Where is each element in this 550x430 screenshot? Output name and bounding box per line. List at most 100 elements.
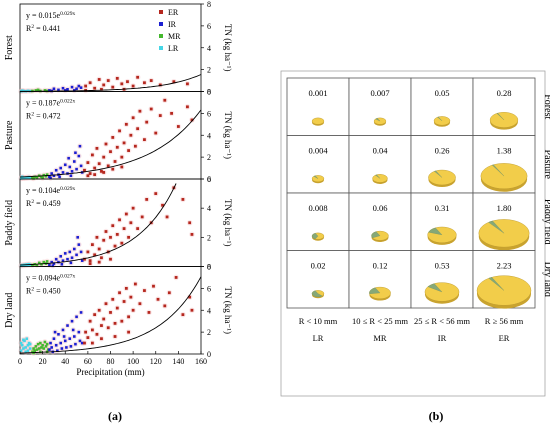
r-squared: R2 = 0.450 xyxy=(26,287,61,296)
point-er xyxy=(113,160,117,163)
point-er xyxy=(154,192,158,195)
point-ir xyxy=(76,236,79,239)
point-er xyxy=(143,138,146,142)
point-er xyxy=(161,203,164,207)
y-tick-label: 6 xyxy=(207,22,211,31)
pie-cell: 0.31 xyxy=(410,192,474,251)
pie-slice-minor xyxy=(375,174,381,179)
point-ir xyxy=(50,346,53,349)
point-mr xyxy=(36,88,40,92)
grid-cell-frame xyxy=(286,77,350,136)
point-er xyxy=(129,133,133,137)
point-er xyxy=(145,198,149,201)
x-tick-label: 120 xyxy=(150,357,162,366)
point-er xyxy=(93,173,97,177)
point-ir xyxy=(61,259,65,262)
scatter-panel-pasture: 0 2 4 6 8 Pasture TN (kg ha⁻¹) y = 0.187e0.022x… xyxy=(4,88,233,185)
legend-label-mr: MR xyxy=(168,32,181,41)
point-er xyxy=(97,247,101,251)
point-er xyxy=(100,169,103,173)
r2-value: = 0.441 xyxy=(36,24,61,33)
point-er xyxy=(109,235,112,239)
pie-slice-minor xyxy=(491,164,505,177)
equation-base: y = 0.187e xyxy=(26,99,61,108)
pie-row-label: Pasture xyxy=(542,150,550,180)
point-er xyxy=(156,297,160,301)
point-er xyxy=(127,315,130,319)
pie-cell: 0.05 xyxy=(410,77,474,136)
point-ir xyxy=(58,175,61,179)
fit-equation: y = 0.015e0.029x xyxy=(26,11,75,20)
point-er xyxy=(190,308,194,312)
r2-value: = 0.472 xyxy=(36,112,61,121)
point-lr xyxy=(26,89,30,93)
point-er xyxy=(111,297,115,301)
point-er xyxy=(91,328,94,332)
pie-slice-minor xyxy=(311,290,323,298)
point-ir xyxy=(68,250,72,254)
pie-slice-minor xyxy=(311,233,319,240)
pie-cell: 2.23 xyxy=(472,250,536,309)
point-er xyxy=(102,317,106,321)
point-er xyxy=(145,120,149,124)
point-er xyxy=(127,330,130,334)
point-er xyxy=(158,83,162,87)
point-mr xyxy=(37,347,41,350)
point-mr xyxy=(34,345,38,348)
panel-b-pie-grid: 0.001 0.007 0.05 0.28 Forest 0.004 0.04 0.26 1.3… xyxy=(280,70,550,397)
point-er xyxy=(120,319,124,323)
point-er xyxy=(181,313,185,317)
point-er xyxy=(118,291,121,295)
point-er xyxy=(109,257,112,261)
point-er xyxy=(131,206,135,210)
point-er xyxy=(129,295,133,299)
column-range-label: R ≥ 56 mm xyxy=(485,316,524,326)
pie-cell: 0.007 xyxy=(348,77,412,136)
point-ir xyxy=(68,165,72,169)
y-tick-label: 6 xyxy=(207,284,211,293)
point-ir xyxy=(70,319,74,323)
point-lr xyxy=(28,347,32,350)
point-er xyxy=(174,276,178,279)
point-er xyxy=(83,341,86,345)
row-label: Pasture xyxy=(4,120,15,150)
point-er xyxy=(113,244,117,248)
point-er xyxy=(95,332,99,336)
point-er xyxy=(100,324,103,327)
point-er xyxy=(167,291,171,295)
point-er xyxy=(176,125,180,128)
y-tick-label: 2 xyxy=(207,328,211,337)
x-tick-label: 0 xyxy=(18,357,22,366)
pie-slice-minor xyxy=(369,287,381,295)
point-er xyxy=(181,198,185,201)
point-ir xyxy=(52,262,56,265)
point-ir xyxy=(69,345,73,348)
point-ir xyxy=(78,339,82,343)
point-er xyxy=(102,238,106,242)
point-ir xyxy=(54,343,58,347)
point-er xyxy=(149,107,153,111)
pie-value-label: 1.80 xyxy=(497,203,512,213)
point-er xyxy=(127,235,130,239)
point-er xyxy=(154,131,158,135)
r2-superscript: 2 xyxy=(31,287,34,293)
point-er xyxy=(113,321,117,325)
point-ir xyxy=(59,166,63,170)
point-er xyxy=(106,79,110,82)
r2-superscript: 2 xyxy=(31,112,34,118)
pie-slice-minor xyxy=(434,170,443,178)
pie-value-label: 2.23 xyxy=(497,261,512,271)
point-er xyxy=(88,262,92,265)
y-tick-label: 2 xyxy=(207,66,211,75)
x-tick-label: 40 xyxy=(61,357,69,366)
point-ir xyxy=(63,163,67,167)
y-tick-label: 8 xyxy=(207,263,211,272)
point-ir xyxy=(66,257,69,261)
point-er xyxy=(120,165,124,169)
point-mr xyxy=(42,347,46,350)
point-er xyxy=(93,313,97,317)
point-ir xyxy=(68,337,72,340)
grid-cell-frame xyxy=(286,135,350,194)
r-squared: R2 = 0.459 xyxy=(26,199,61,208)
point-er xyxy=(102,83,106,87)
